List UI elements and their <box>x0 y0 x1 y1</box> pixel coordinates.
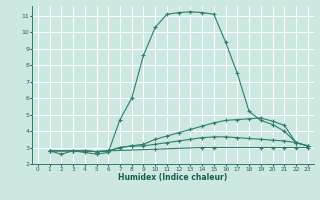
X-axis label: Humidex (Indice chaleur): Humidex (Indice chaleur) <box>118 173 228 182</box>
